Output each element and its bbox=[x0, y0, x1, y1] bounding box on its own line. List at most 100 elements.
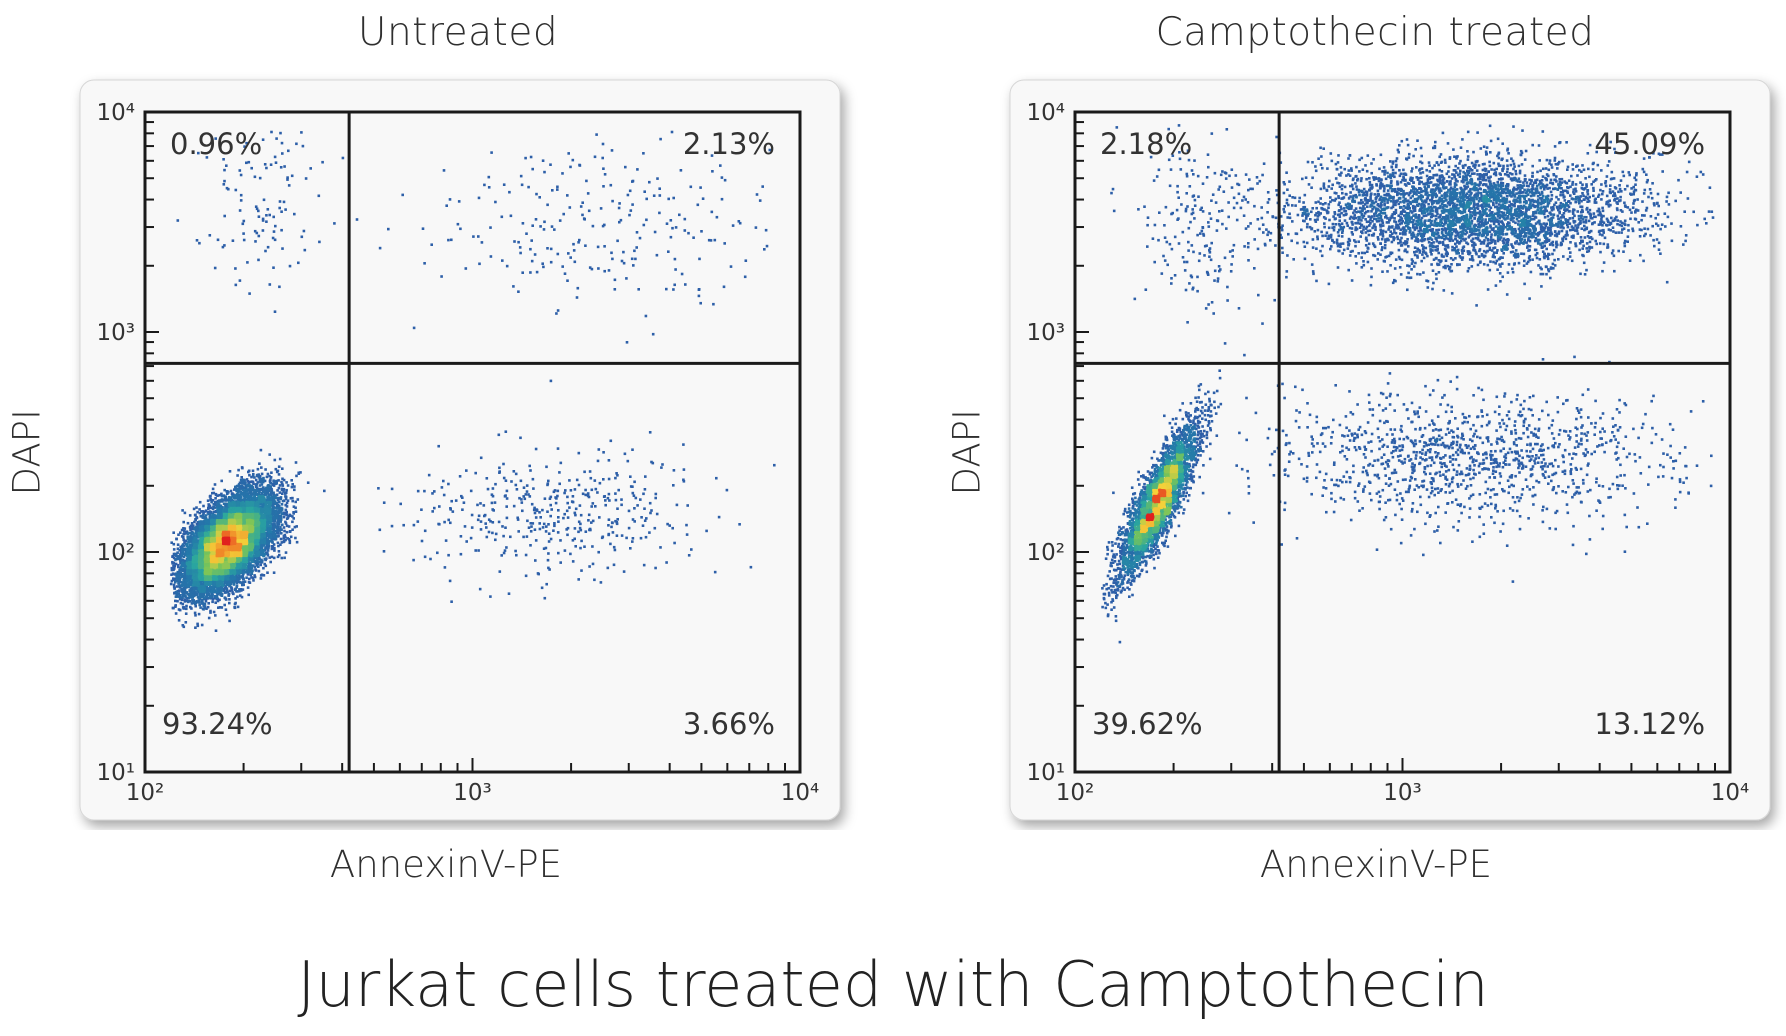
data-point bbox=[294, 461, 298, 464]
data-point bbox=[256, 487, 259, 491]
data-point bbox=[533, 506, 536, 510]
data-point bbox=[577, 530, 580, 534]
data-point bbox=[250, 486, 254, 490]
data-point bbox=[262, 532, 265, 536]
data-point bbox=[189, 535, 192, 538]
data-point bbox=[264, 501, 268, 504]
data-point bbox=[625, 536, 628, 540]
data-point bbox=[194, 604, 197, 608]
data-point bbox=[459, 535, 463, 538]
data-point bbox=[229, 582, 233, 585]
data-point bbox=[189, 547, 193, 550]
data-point bbox=[493, 501, 497, 504]
data-point bbox=[723, 178, 727, 182]
data-point bbox=[181, 596, 184, 599]
data-point bbox=[268, 213, 271, 217]
data-point bbox=[576, 286, 580, 290]
data-point bbox=[609, 183, 613, 187]
data-point bbox=[277, 528, 281, 531]
data-point bbox=[183, 576, 186, 579]
data-point bbox=[559, 461, 563, 465]
data-point bbox=[226, 583, 229, 587]
data-point bbox=[674, 226, 678, 229]
data-point bbox=[633, 507, 636, 510]
data-point bbox=[285, 505, 289, 508]
data-point bbox=[198, 529, 201, 533]
data-point bbox=[284, 520, 287, 524]
data-point bbox=[589, 528, 592, 532]
data-point bbox=[244, 484, 248, 487]
data-point bbox=[547, 566, 550, 570]
data-point bbox=[266, 245, 270, 249]
data-point bbox=[182, 527, 185, 530]
data-point bbox=[236, 496, 239, 500]
data-point bbox=[611, 531, 615, 534]
data-point bbox=[177, 572, 180, 575]
data-point bbox=[240, 492, 244, 495]
data-point bbox=[551, 189, 554, 192]
data-point bbox=[587, 209, 591, 213]
data-point bbox=[615, 472, 618, 475]
data-point bbox=[610, 525, 613, 529]
data-point bbox=[575, 296, 579, 299]
data-point bbox=[530, 259, 534, 263]
data-point bbox=[260, 535, 263, 539]
data-point bbox=[248, 564, 252, 567]
data-point bbox=[195, 516, 198, 519]
data-point bbox=[224, 608, 228, 611]
data-point bbox=[474, 549, 477, 552]
data-point bbox=[532, 508, 536, 512]
data-point bbox=[279, 509, 283, 512]
data-point bbox=[500, 554, 503, 557]
data-point bbox=[245, 141, 248, 145]
data-point bbox=[257, 215, 261, 218]
data-point bbox=[218, 598, 221, 602]
data-point bbox=[543, 497, 547, 500]
data-point bbox=[217, 510, 221, 513]
data-point bbox=[187, 545, 191, 549]
data-point bbox=[236, 605, 240, 609]
data-point bbox=[244, 566, 248, 570]
data-point bbox=[272, 532, 276, 535]
data-point bbox=[210, 590, 213, 594]
data-point bbox=[529, 247, 532, 251]
data-point bbox=[278, 500, 281, 504]
data-point bbox=[284, 497, 288, 501]
data-point bbox=[465, 469, 468, 472]
data-point bbox=[697, 294, 701, 298]
data-point bbox=[229, 496, 233, 500]
data-point bbox=[505, 505, 508, 508]
data-point bbox=[731, 224, 735, 227]
data-point bbox=[180, 554, 183, 558]
data-point bbox=[502, 183, 506, 186]
data-point bbox=[566, 516, 570, 519]
data-point bbox=[291, 499, 294, 503]
data-point bbox=[222, 502, 226, 506]
data-point bbox=[607, 533, 610, 537]
data-point bbox=[176, 556, 179, 559]
data-point bbox=[239, 594, 242, 597]
data-point bbox=[206, 499, 210, 502]
data-point bbox=[502, 534, 505, 538]
data-point bbox=[549, 379, 553, 383]
data-point bbox=[450, 238, 453, 242]
data-point bbox=[262, 543, 266, 547]
data-point bbox=[220, 517, 224, 520]
data-point bbox=[217, 499, 221, 502]
data-point bbox=[266, 208, 270, 211]
data-point bbox=[627, 509, 631, 513]
data-point bbox=[253, 495, 256, 498]
data-point bbox=[509, 214, 513, 218]
data-point bbox=[275, 529, 278, 533]
data-point bbox=[535, 270, 539, 274]
data-point bbox=[580, 569, 583, 572]
data-point bbox=[204, 509, 208, 512]
data-point bbox=[464, 267, 468, 270]
data-point bbox=[519, 479, 523, 483]
data-point bbox=[262, 574, 266, 577]
data-point bbox=[269, 163, 273, 166]
data-point bbox=[183, 563, 187, 567]
data-point bbox=[265, 492, 269, 495]
data-point bbox=[269, 493, 273, 496]
data-point bbox=[607, 492, 611, 496]
